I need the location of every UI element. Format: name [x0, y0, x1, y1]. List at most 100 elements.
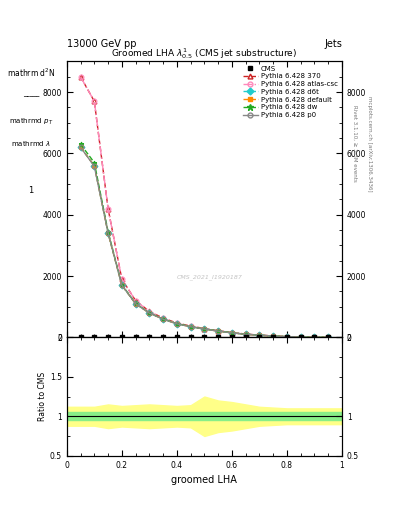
Pythia 6.428 atlas-csc [174, 320, 179, 326]
Text: ─────: ───── [23, 95, 39, 99]
Pythia 6.428 dw [285, 333, 289, 339]
Pythia 6.428 d6t [257, 332, 262, 338]
Pythia 6.428 370 [147, 308, 152, 314]
Pythia 6.428 d6t [147, 310, 152, 316]
X-axis label: groomed LHA: groomed LHA [171, 475, 237, 485]
Pythia 6.428 default [161, 316, 165, 322]
Pythia 6.428 atlas-csc [230, 330, 234, 336]
CMS [92, 334, 97, 340]
Line: CMS: CMS [79, 335, 330, 339]
Pythia 6.428 default [285, 333, 289, 339]
Pythia 6.428 default [312, 334, 317, 340]
Text: mathrmd $\lambda$: mathrmd $\lambda$ [11, 139, 51, 147]
Text: mcplots.cern.ch [arXiv:1306.3436]: mcplots.cern.ch [arXiv:1306.3436] [367, 96, 373, 191]
Pythia 6.428 370 [257, 332, 262, 338]
Pythia 6.428 p0 [202, 326, 207, 332]
Pythia 6.428 p0 [119, 282, 124, 288]
Pythia 6.428 p0 [326, 334, 331, 340]
Pythia 6.428 atlas-csc [312, 334, 317, 340]
Pythia 6.428 d6t [133, 301, 138, 307]
Pythia 6.428 default [326, 334, 331, 340]
Pythia 6.428 p0 [106, 230, 110, 236]
Pythia 6.428 d6t [285, 333, 289, 339]
Pythia 6.428 dw [230, 330, 234, 336]
Pythia 6.428 atlas-csc [119, 276, 124, 282]
Pythia 6.428 370 [216, 328, 220, 334]
Pythia 6.428 p0 [257, 332, 262, 338]
Pythia 6.428 atlas-csc [257, 332, 262, 338]
Line: Pythia 6.428 d6t: Pythia 6.428 d6t [78, 145, 331, 340]
Pythia 6.428 dw [188, 324, 193, 330]
Text: 1: 1 [28, 186, 34, 195]
Line: Pythia 6.428 370: Pythia 6.428 370 [78, 74, 331, 340]
Pythia 6.428 atlas-csc [78, 74, 83, 80]
Pythia 6.428 atlas-csc [147, 309, 152, 315]
CMS [119, 334, 124, 340]
Pythia 6.428 dw [326, 334, 331, 340]
CMS [230, 334, 234, 340]
Pythia 6.428 default [230, 330, 234, 336]
Pythia 6.428 p0 [188, 324, 193, 330]
Pythia 6.428 atlas-csc [106, 205, 110, 211]
Line: Pythia 6.428 dw: Pythia 6.428 dw [78, 142, 331, 340]
Pythia 6.428 atlas-csc [271, 333, 275, 339]
Pythia 6.428 d6t [188, 324, 193, 330]
Pythia 6.428 dw [271, 333, 275, 339]
Pythia 6.428 default [133, 301, 138, 307]
Pythia 6.428 atlas-csc [133, 297, 138, 304]
Pythia 6.428 default [202, 326, 207, 332]
Pythia 6.428 default [174, 321, 179, 327]
Pythia 6.428 default [78, 144, 83, 151]
Pythia 6.428 p0 [216, 328, 220, 334]
Pythia 6.428 atlas-csc [188, 323, 193, 329]
Pythia 6.428 p0 [92, 163, 97, 169]
Line: Pythia 6.428 default: Pythia 6.428 default [78, 145, 331, 340]
Pythia 6.428 d6t [78, 144, 83, 151]
CMS [285, 334, 289, 340]
Pythia 6.428 atlas-csc [216, 328, 220, 334]
Pythia 6.428 370 [78, 74, 83, 80]
Pythia 6.428 dw [92, 160, 97, 166]
Pythia 6.428 d6t [119, 282, 124, 288]
Pythia 6.428 atlas-csc [161, 315, 165, 322]
Pythia 6.428 default [271, 333, 275, 339]
Pythia 6.428 dw [106, 228, 110, 234]
Pythia 6.428 370 [285, 333, 289, 339]
CMS [243, 334, 248, 340]
Pythia 6.428 370 [243, 331, 248, 337]
Pythia 6.428 default [257, 332, 262, 338]
CMS [161, 334, 165, 340]
Pythia 6.428 default [147, 310, 152, 316]
CMS [216, 334, 220, 340]
Pythia 6.428 d6t [216, 328, 220, 334]
Pythia 6.428 atlas-csc [298, 334, 303, 340]
Line: Pythia 6.428 p0: Pythia 6.428 p0 [78, 145, 331, 340]
Pythia 6.428 370 [230, 329, 234, 335]
Pythia 6.428 370 [298, 334, 303, 340]
Pythia 6.428 p0 [312, 334, 317, 340]
Line: Pythia 6.428 atlas-csc: Pythia 6.428 atlas-csc [78, 74, 331, 340]
Legend: CMS, Pythia 6.428 370, Pythia 6.428 atlas-csc, Pythia 6.428 d6t, Pythia 6.428 de: CMS, Pythia 6.428 370, Pythia 6.428 atla… [240, 63, 340, 121]
Y-axis label: Ratio to CMS: Ratio to CMS [38, 372, 47, 421]
Pythia 6.428 default [298, 334, 303, 340]
Pythia 6.428 d6t [161, 316, 165, 322]
Pythia 6.428 370 [119, 276, 124, 282]
Pythia 6.428 dw [298, 334, 303, 340]
Pythia 6.428 d6t [298, 334, 303, 340]
Pythia 6.428 370 [106, 205, 110, 211]
Text: 13000 GeV pp: 13000 GeV pp [67, 38, 136, 49]
CMS [174, 334, 179, 340]
Pythia 6.428 d6t [202, 326, 207, 332]
Pythia 6.428 d6t [92, 163, 97, 169]
Pythia 6.428 p0 [298, 334, 303, 340]
Pythia 6.428 dw [312, 334, 317, 340]
Pythia 6.428 370 [202, 326, 207, 332]
Pythia 6.428 dw [147, 310, 152, 316]
Pythia 6.428 atlas-csc [326, 334, 331, 340]
Pythia 6.428 dw [161, 316, 165, 322]
Text: mathrm d$^2$N: mathrm d$^2$N [7, 67, 55, 79]
Pythia 6.428 default [188, 324, 193, 330]
Pythia 6.428 d6t [326, 334, 331, 340]
Pythia 6.428 atlas-csc [243, 331, 248, 337]
Pythia 6.428 d6t [243, 331, 248, 337]
